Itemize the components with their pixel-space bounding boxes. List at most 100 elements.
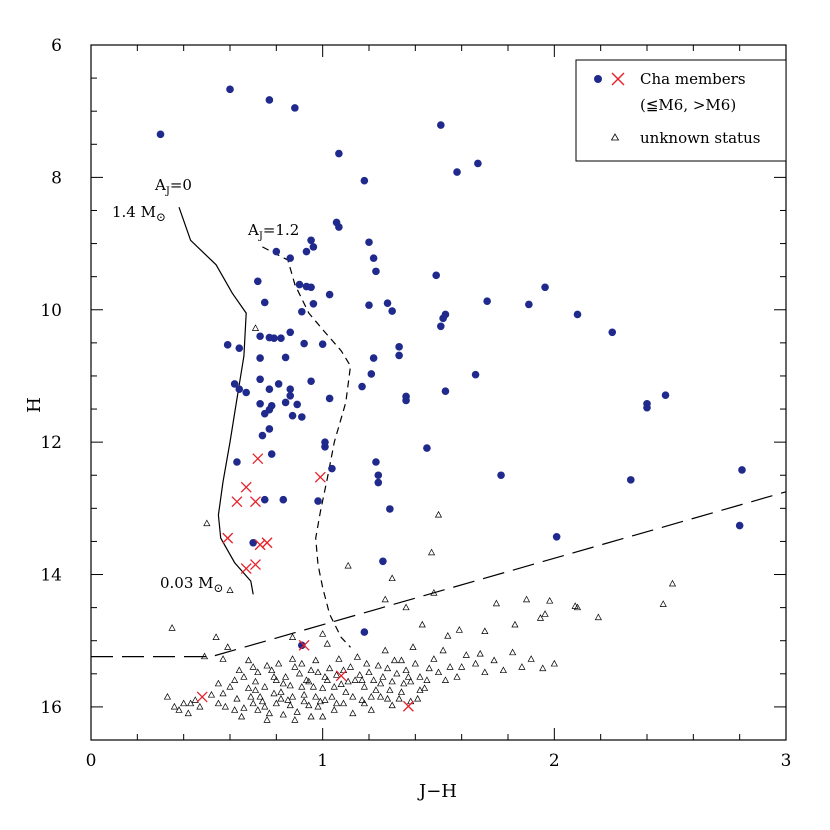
unknown-status-point: [455, 626, 463, 633]
member-point: [360, 628, 369, 636]
plot-frame: [90, 44, 787, 741]
unknown-status-point: [539, 664, 547, 672]
unknown-status-point: [300, 697, 308, 705]
member-point: [379, 557, 387, 566]
y-tick-label: 6: [51, 36, 62, 56]
unknown-status-point: [439, 646, 447, 654]
unknown-status-point: [286, 681, 294, 689]
unknown-status-point: [272, 699, 280, 707]
unknown-status-point: [319, 684, 327, 691]
unknown-status-point: [288, 692, 297, 700]
unknown-status-point: [226, 683, 234, 690]
unknown-status-point: [319, 630, 327, 637]
member-point: [253, 277, 262, 286]
unknown-status-point: [224, 643, 232, 650]
unknown-status-point: [376, 679, 385, 687]
member-point: [325, 290, 334, 299]
member-point: [302, 247, 311, 256]
member-point: [608, 328, 617, 337]
unknown-status-point: [270, 673, 278, 680]
member-point: [573, 310, 582, 319]
unknown-status-point: [397, 688, 406, 695]
member-point: [258, 431, 267, 440]
unknown-status-point: [200, 652, 209, 660]
annotation-mass-high: 1.4 M⊙: [112, 203, 166, 224]
unknown-status-point: [284, 696, 292, 703]
member-point: [541, 283, 549, 292]
member-point: [369, 254, 378, 262]
unknown-status-point: [332, 699, 341, 707]
unknown-status-point: [344, 677, 352, 685]
unknown-status-point: [416, 673, 424, 680]
unknown-status-point: [444, 632, 452, 639]
y-tick-label: 8: [51, 168, 62, 188]
unknown-status-point: [203, 519, 211, 527]
unknown-status-point: [214, 679, 223, 687]
unknown-status-point: [332, 671, 341, 678]
unknown-status-point: [511, 620, 519, 628]
unknown-status-point: [571, 602, 579, 609]
unknown-status-point: [363, 659, 371, 667]
unknown-status-point: [367, 692, 375, 700]
unknown-status-point: [659, 600, 667, 607]
unknown-status-point: [170, 702, 178, 710]
unknown-status-point: [270, 689, 278, 697]
unknown-status-point: [462, 651, 470, 658]
member-point: [223, 341, 232, 349]
unknown-status-point: [441, 676, 450, 683]
late-member-point: [240, 563, 252, 575]
member-point: [309, 243, 318, 251]
unknown-status-point: [518, 663, 526, 670]
unknown-status-point: [258, 697, 267, 705]
unknown-status-point: [416, 686, 424, 693]
unknown-status-point: [476, 649, 484, 657]
unknown-status-point: [254, 668, 262, 676]
unknown-status-point: [339, 699, 348, 707]
late-member-point: [335, 670, 347, 682]
unknown-status-point: [298, 683, 306, 690]
late-member-point: [254, 539, 266, 551]
unknown-status-point: [163, 692, 172, 700]
unknown-status-point: [509, 648, 517, 656]
unknown-status-point: [425, 664, 433, 672]
unknown-status-point: [397, 656, 406, 664]
member-point: [260, 298, 269, 307]
unknown-status-point: [346, 663, 355, 670]
unknown-status-point: [293, 708, 301, 715]
unknown-status-point: [302, 676, 311, 683]
unknown-status-point: [381, 646, 389, 654]
unknown-status-point: [184, 709, 192, 717]
unknown-status-point: [256, 692, 264, 700]
unknown-status-point: [349, 709, 357, 717]
model-curves: [91, 207, 787, 658]
unknown-status-point: [330, 683, 338, 690]
x-tick-label: 3: [781, 751, 792, 771]
member-point: [360, 176, 369, 185]
unknown-status-point: [307, 712, 315, 720]
unknown-status-point: [351, 676, 359, 683]
member-point: [383, 299, 392, 307]
member-point: [307, 236, 315, 245]
unknown-status-point: [668, 579, 677, 587]
unknown-status-point: [312, 692, 320, 700]
member-point: [374, 471, 383, 480]
unknown-status-point: [344, 561, 352, 569]
legend-member-cross: [611, 72, 625, 86]
member-point: [735, 521, 744, 530]
unknown-status-point: [295, 669, 304, 677]
member-point: [286, 254, 295, 262]
unknown-status-point: [349, 692, 357, 700]
unknown-status-point: [550, 659, 558, 667]
member-point: [483, 297, 491, 305]
unknown-status-point: [168, 624, 176, 631]
unknown-status-point: [279, 710, 287, 718]
annotation-mass-low: 0.03 M⊙: [160, 574, 224, 595]
unknown-status-point: [291, 716, 299, 723]
member-point: [277, 334, 285, 343]
member-point: [300, 339, 308, 348]
member-point: [270, 334, 278, 343]
unknown-status-point: [395, 694, 403, 702]
unknown-status-point: [423, 676, 431, 683]
member-point: [233, 458, 241, 466]
unknown-status-point: [321, 673, 329, 680]
